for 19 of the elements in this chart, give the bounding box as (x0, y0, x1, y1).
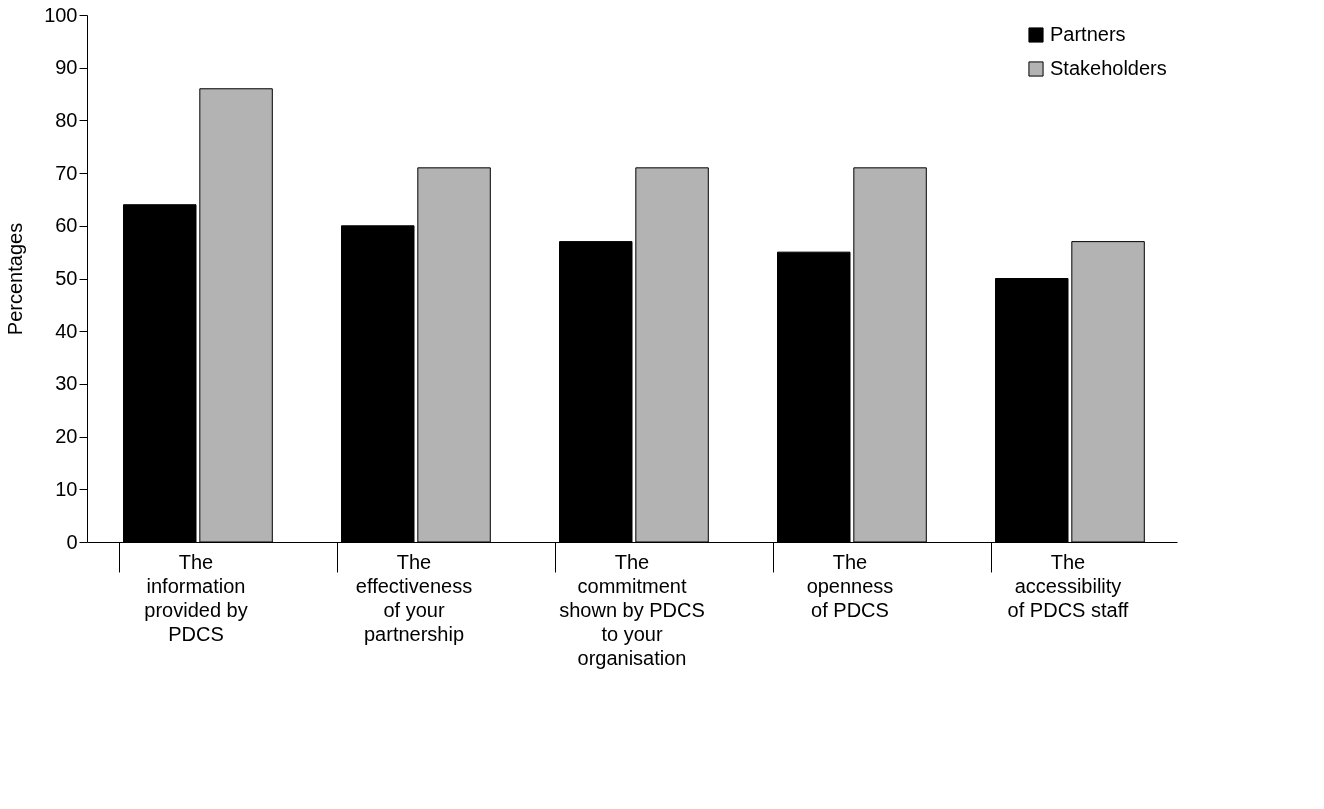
y-tick-label: 60 (55, 214, 78, 237)
x-tick-label: The information provided by PDCS (144, 550, 248, 645)
x-tick-label: The effectiveness of your partnership (355, 550, 473, 645)
y-tick-label: 10 (55, 477, 78, 500)
legend-label: Stakeholders (1050, 57, 1167, 79)
legend-label: Partners (1050, 23, 1126, 45)
y-tick-label: 80 (55, 108, 78, 131)
y-tick-label: 20 (55, 425, 78, 448)
y-tick-label: 50 (55, 267, 78, 289)
y-tick-label: 0 (66, 530, 78, 553)
y-tick-label: 100 (44, 3, 78, 26)
x-tick-label: The openness of PDCS (806, 550, 894, 621)
y-tick-label: 90 (55, 56, 78, 79)
y-tick-label: 40 (55, 319, 78, 342)
y-tick-label: 70 (55, 161, 78, 184)
y-tick-label: 30 (55, 372, 78, 395)
x-tick-label: The commitment shown by PDCS to your organisation (559, 550, 705, 669)
y-axis-title: Percentages (4, 222, 27, 336)
x-tick-label: The accessibility of PDCS staff (1007, 550, 1129, 621)
